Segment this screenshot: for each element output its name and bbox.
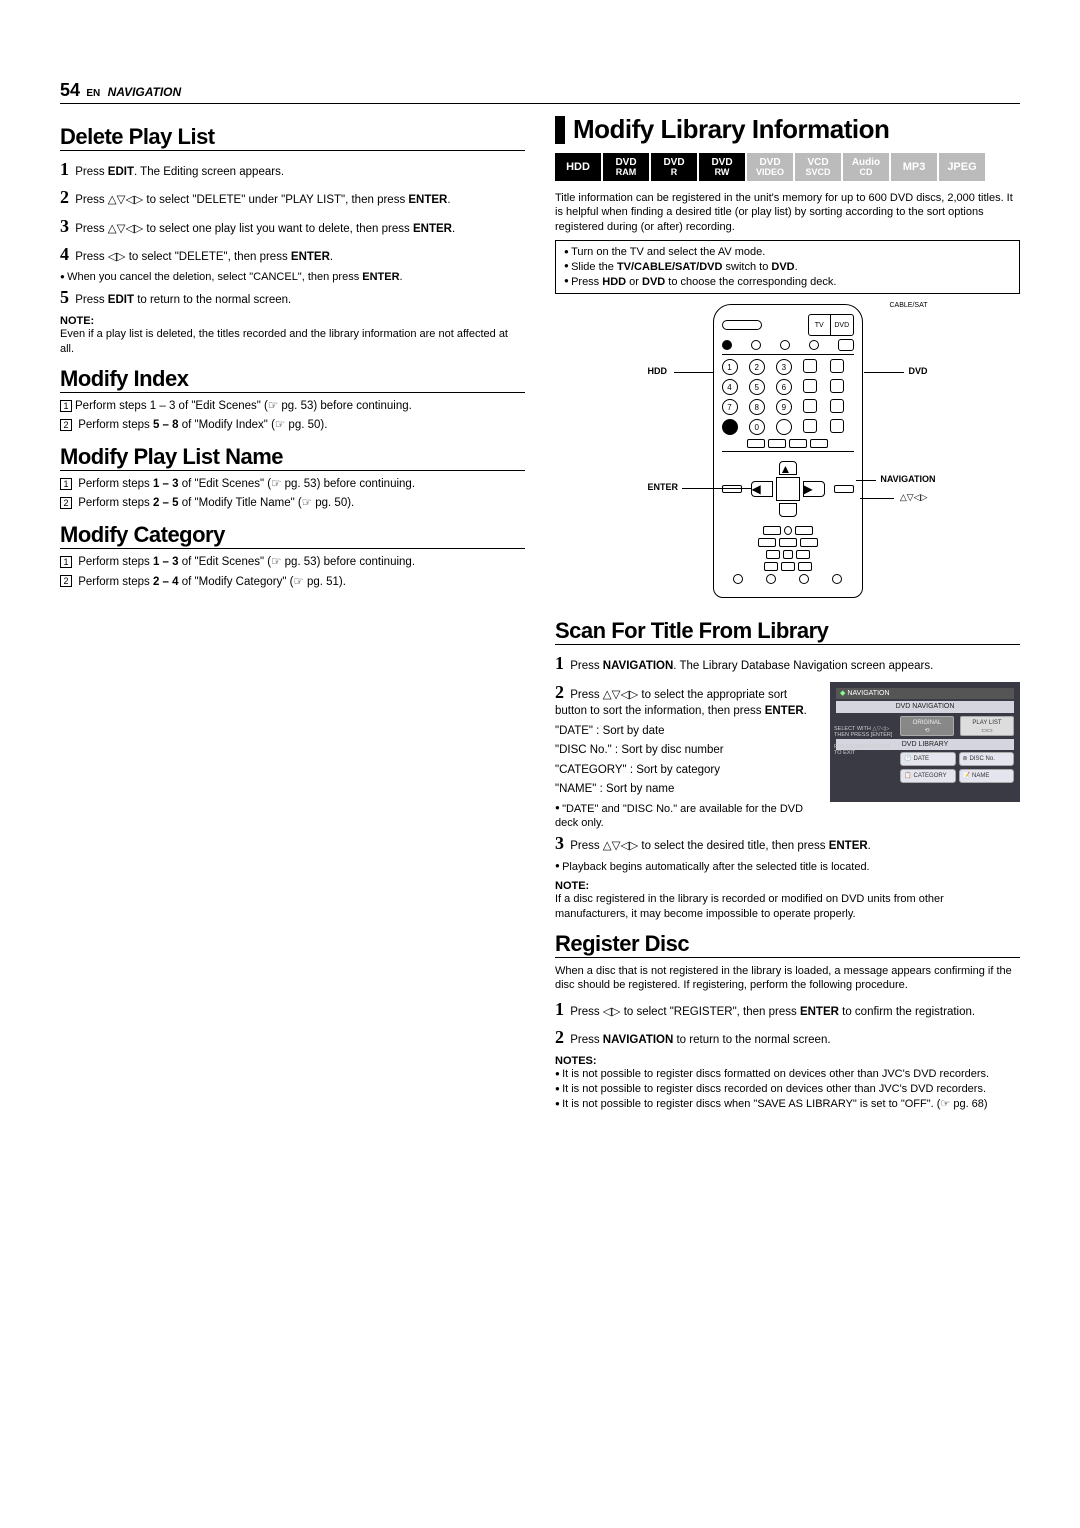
heading-modify-category: Modify Category bbox=[60, 522, 525, 549]
heading-text: Modify Library Information bbox=[573, 114, 889, 145]
remote-row4 bbox=[722, 550, 854, 559]
format-badge: DVDRAM bbox=[603, 153, 649, 181]
scan-note-label: NOTE: bbox=[555, 880, 1020, 892]
register-intro: When a disc that is not registered in th… bbox=[555, 964, 1020, 993]
remote-dot bbox=[751, 340, 761, 350]
remote-side-btn bbox=[834, 485, 854, 493]
label-enter: ENTER bbox=[648, 482, 679, 492]
register-notes: It is not possible to register discs for… bbox=[555, 1067, 1020, 1112]
remote-row3 bbox=[722, 538, 854, 547]
nav-screen-thumbnail: ◆NAVIGATION DVD NAVIGATION ORIGINAL⟲ PLA… bbox=[830, 682, 1020, 802]
page-number: 54 bbox=[60, 80, 80, 100]
heading-modify-library: Modify Library Information bbox=[555, 114, 1020, 145]
format-badge: DVDRW bbox=[699, 153, 745, 181]
format-badge: DVDVIDEO bbox=[747, 153, 793, 181]
box-1b: 1 bbox=[60, 478, 72, 490]
label-hdd: HDD bbox=[648, 366, 668, 376]
note-label: NOTE: bbox=[60, 315, 525, 327]
note-text: Even if a play list is deleted, the titl… bbox=[60, 327, 525, 356]
box-2b: 2 bbox=[60, 497, 72, 509]
label-dvd: DVD bbox=[908, 366, 927, 376]
remote-numpad: 123 456 789 0 bbox=[722, 359, 854, 435]
right-column: Modify Library Information HDDDVDRAMDVDR… bbox=[555, 114, 1020, 1112]
remote-func-row bbox=[722, 439, 854, 448]
heading-delete-playlist: Delete Play List bbox=[60, 124, 525, 151]
heading-modify-index: Modify Index bbox=[60, 366, 525, 393]
intro-text: Title information can be registered in t… bbox=[555, 191, 1020, 234]
heading-bar-icon bbox=[555, 116, 565, 144]
step-3: 3 bbox=[60, 216, 69, 236]
format-badge: MP3 bbox=[891, 153, 937, 181]
thumb-original: ORIGINAL⟲ bbox=[900, 716, 954, 736]
step-1: 1 bbox=[60, 159, 69, 179]
reg-n3: It is not possible to register discs whe… bbox=[555, 1097, 1020, 1112]
modname-steps: 1 Perform steps 1 – 3 of "Edit Scenes" (… bbox=[60, 477, 525, 512]
step-4: 4 bbox=[60, 244, 69, 264]
prep-3: Press HDD or DVD to choose the correspon… bbox=[564, 275, 1011, 290]
label-arrows: △▽◁▷ bbox=[900, 492, 928, 503]
register-notes-label: NOTES: bbox=[555, 1055, 1020, 1067]
format-badges: HDDDVDRAMDVDRDVDRWDVDVIDEOVCDSVCDAudioCD… bbox=[555, 153, 1020, 181]
remote-power bbox=[838, 339, 854, 351]
modindex-steps: 1Perform steps 1 – 3 of "Edit Scenes" (☞… bbox=[60, 399, 525, 434]
playback-note: Playback begins automatically after the … bbox=[555, 860, 1020, 875]
format-badge: AudioCD bbox=[843, 153, 889, 181]
step-2: 2 bbox=[60, 187, 69, 207]
page-header: 54 EN NAVIGATION bbox=[60, 80, 1020, 104]
box-1: 1 bbox=[60, 400, 72, 412]
remote-body: TV DVD 123 456 789 0 bbox=[713, 304, 863, 598]
remote-row5 bbox=[722, 562, 854, 571]
remote-dot bbox=[809, 340, 819, 350]
remote-dpad: ▲ ◀▶ bbox=[743, 459, 833, 519]
modcat-steps: 1 Perform steps 1 – 3 of "Edit Scenes" (… bbox=[60, 555, 525, 590]
thumb-name: 📝 NAME bbox=[959, 769, 1015, 783]
remote-dot bbox=[780, 340, 790, 350]
scan-steps: 1 Press NAVIGATION. The Library Database… bbox=[555, 651, 1020, 874]
format-badge: DVDR bbox=[651, 153, 697, 181]
register-steps: 1 Press ◁▷ to select "REGISTER", then pr… bbox=[555, 997, 1020, 1050]
modindex-b1: Perform steps 1 – 3 of "Edit Scenes" (☞ … bbox=[75, 400, 412, 412]
heading-modify-playlist-name: Modify Play List Name bbox=[60, 444, 525, 471]
dvd-label: DVD bbox=[831, 315, 853, 335]
box-2c: 2 bbox=[60, 575, 72, 587]
format-badge: JPEG bbox=[939, 153, 985, 181]
label-cablesat: CABLE/SAT bbox=[890, 302, 928, 309]
tv-label: TV bbox=[809, 315, 832, 335]
content-columns: Delete Play List 1 Press EDIT. The Editi… bbox=[60, 114, 1020, 1112]
prep-1: Turn on the TV and select the AV mode. bbox=[564, 245, 1011, 260]
step-5: 5 bbox=[60, 287, 69, 307]
remote-row2 bbox=[722, 526, 854, 535]
delete-steps: 1 Press EDIT. The Editing screen appears… bbox=[60, 157, 525, 309]
reg-n1: It is not possible to register discs for… bbox=[555, 1067, 1020, 1082]
tvdvd-switch: TV DVD bbox=[808, 314, 854, 336]
page-lang: EN bbox=[86, 88, 100, 99]
cancel-note: When you cancel the deletion, select "CA… bbox=[60, 270, 525, 285]
prep-box: Turn on the TV and select the AV mode. S… bbox=[555, 240, 1020, 295]
label-navigation: NAVIGATION bbox=[880, 474, 935, 484]
reg-n2: It is not possible to register discs rec… bbox=[555, 1082, 1020, 1097]
thumb-discno: ⊚ DISC No. bbox=[959, 752, 1015, 766]
left-column: Delete Play List 1 Press EDIT. The Editi… bbox=[60, 114, 525, 1112]
heading-scan-title: Scan For Title From Library bbox=[555, 618, 1020, 645]
remote-top-bar bbox=[722, 320, 762, 330]
format-badge: VCDSVCD bbox=[795, 153, 841, 181]
heading-register-disc: Register Disc bbox=[555, 931, 1020, 958]
thumb-sub1: DVD NAVIGATION bbox=[836, 701, 1014, 712]
thumb-date: 🕐 DATE bbox=[900, 752, 956, 766]
remote-diagram: CABLE/SAT HDD DVD ENTER NAVIGATION △▽◁▷ … bbox=[648, 304, 928, 598]
scan-note: If a disc registered in the library is r… bbox=[555, 892, 1020, 921]
thumb-category: 📋 CATEGORY bbox=[900, 769, 956, 783]
thumb-side-text: SELECT WITH △▽◁▷ THEN PRESS [ENTER] PRES… bbox=[834, 726, 894, 756]
sort-note: "DATE" and "DISC No." are available for … bbox=[555, 802, 1020, 832]
remote-side-btn bbox=[722, 485, 742, 493]
thumb-playlist: PLAY LIST▭▭ bbox=[960, 716, 1014, 736]
page-section: NAVIGATION bbox=[108, 85, 182, 99]
prep-2: Slide the TV/CABLE/SAT/DVD switch to DVD… bbox=[564, 260, 1011, 275]
box-1c: 1 bbox=[60, 556, 72, 568]
format-badge: HDD bbox=[555, 153, 601, 181]
remote-dot bbox=[722, 340, 732, 350]
thumb-header: ◆NAVIGATION bbox=[836, 688, 1014, 699]
box-2: 2 bbox=[60, 419, 72, 431]
